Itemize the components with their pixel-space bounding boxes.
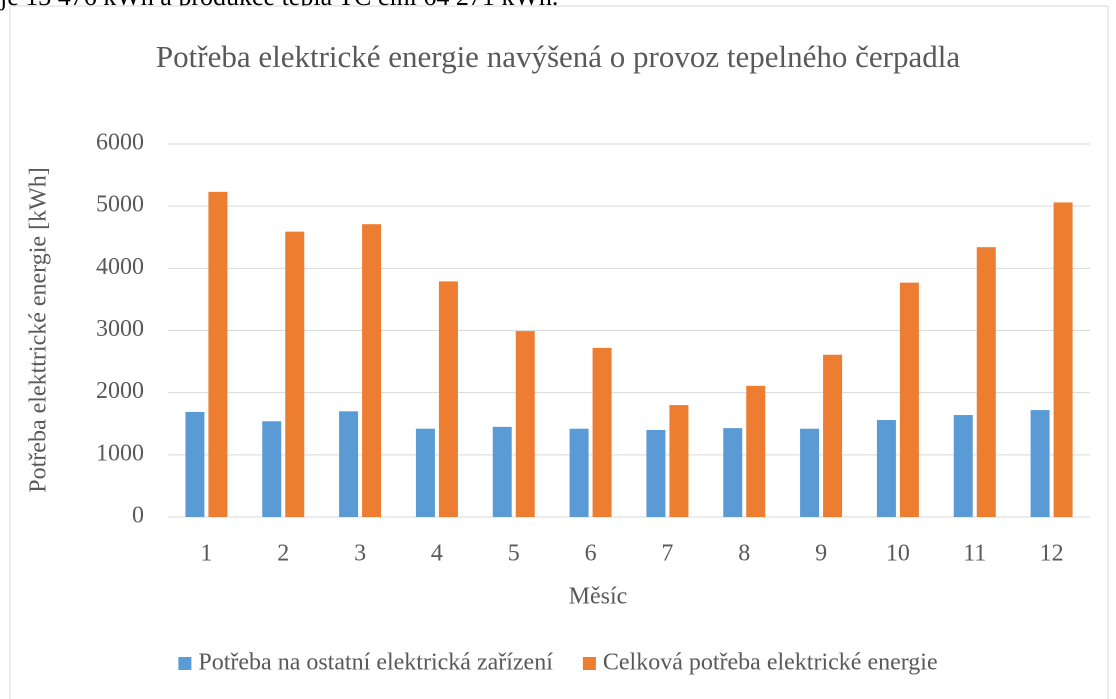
bar (415, 428, 435, 517)
bar (515, 331, 535, 517)
x-tick-label: 12 (1040, 541, 1064, 567)
bar (723, 428, 743, 517)
chart-title: Potřeba elektrické energie navýšená o pr… (155, 39, 961, 74)
bar (208, 191, 228, 517)
y-tick-label: 4000 (96, 254, 144, 280)
x-tick-label: 10 (886, 541, 910, 567)
bar (669, 405, 689, 517)
bar (285, 231, 305, 517)
x-tick-label: 2 (277, 541, 289, 567)
bar (262, 421, 282, 517)
x-tick-label: 1 (200, 541, 212, 567)
x-tick-label: 11 (963, 541, 986, 567)
bar (438, 281, 458, 517)
bar (592, 347, 612, 517)
x-tick-label: 4 (431, 541, 443, 567)
y-axis-title: Potřeba elekttrické energie [kWh] (26, 167, 52, 492)
x-tick-label: 7 (661, 541, 673, 567)
y-tick-label: 5000 (96, 192, 144, 218)
bar (800, 428, 820, 517)
y-tick-label: 3000 (96, 316, 144, 342)
bar (976, 247, 996, 518)
y-tick-label: 2000 (96, 378, 144, 404)
legend-label: Potřeba na ostatní elektrická zařízení (198, 650, 553, 676)
bar (569, 428, 589, 517)
bar (823, 354, 843, 517)
x-tick-label: 8 (738, 541, 750, 567)
legend-label: Celková potřeba elektrické energie (603, 650, 938, 676)
y-tick-label: 6000 (96, 130, 144, 156)
x-tick-label: 6 (585, 541, 597, 567)
x-tick-label: 5 (508, 541, 520, 567)
x-tick-label: 9 (815, 541, 827, 567)
legend-swatch (582, 657, 596, 670)
bar (362, 224, 382, 517)
bar (746, 385, 766, 517)
bar (646, 429, 666, 517)
x-tick-label: 3 (354, 541, 366, 567)
bar (1030, 410, 1050, 517)
bar (876, 420, 896, 517)
legend-swatch (178, 657, 192, 670)
bar (1053, 202, 1073, 518)
y-tick-label: 1000 (96, 440, 144, 466)
x-axis-title: Měsíc (569, 584, 628, 610)
bar (899, 282, 919, 517)
bar (339, 411, 359, 517)
y-tick-label: 0 (132, 503, 144, 529)
bar (492, 426, 512, 517)
chart-frame (9, 5, 1109, 699)
bar (185, 411, 205, 517)
bar (953, 415, 973, 517)
